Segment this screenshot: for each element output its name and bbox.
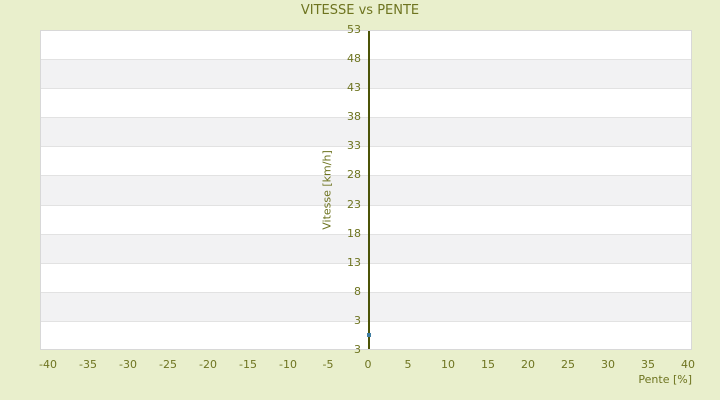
grid-band [41,59,691,90]
gridline [41,88,691,90]
x-tick-label: -40 [39,358,57,371]
x-tick-label: 30 [601,358,615,371]
grid-band [41,204,691,235]
x-tick-label: 0 [364,358,372,371]
gridline [41,59,691,61]
grid-band [41,320,691,349]
x-tick-label: 25 [561,358,575,371]
gridline [41,117,691,119]
grid-band [41,262,691,293]
grid-band [41,88,691,119]
gridline [41,233,691,235]
y-axis-line [368,31,370,349]
y-tick-label: 13 [347,255,361,269]
x-tick-label: -30 [119,358,137,371]
x-tick-label: -25 [159,358,177,371]
data-point-marker [367,332,371,337]
grid-band [41,175,691,206]
gridline [41,291,691,293]
y-tick-label: 23 [347,197,361,211]
x-axis-title: Pente [%] [638,373,692,386]
x-tick-label: 10 [441,358,455,371]
grid-band [41,233,691,264]
x-tick-label: 15 [481,358,495,371]
x-tick-label: 40 [681,358,695,371]
gridline [41,175,691,177]
chart-title: VITESSE vs PENTE [300,3,420,18]
y-tick-label: 3 [354,313,361,327]
x-tick-label: -35 [79,358,97,371]
grid-band [41,291,691,322]
y-tick-label: 18 [347,226,361,240]
gridline [41,146,691,148]
y-tick-label: 8 [354,284,361,298]
gridline [41,320,691,322]
y-tick-label: 38 [347,110,361,124]
x-tick-label: -5 [322,358,334,371]
x-tick-label: 20 [521,358,535,371]
y-tick-label: 33 [347,139,361,153]
x-tick-label: -10 [279,358,297,371]
plot-area [40,30,692,350]
gridline [41,204,691,206]
grid-band [41,31,691,61]
y-tick-label: 48 [347,52,361,66]
grid-band [41,146,691,177]
x-tick-label: 5 [404,358,412,371]
x-tick-label: -20 [199,358,217,371]
y-tick-label: 3 [354,343,361,356]
y-axis-title-text: Vitesse [km/h] [320,150,334,230]
gridline [41,262,691,264]
grid-band [41,117,691,148]
y-tick-label: 43 [347,81,361,95]
y-tick-label: 53 [347,23,361,36]
y-tick-label: 28 [347,168,361,182]
x-tick-label: -15 [239,358,257,371]
x-tick-label: 35 [641,358,655,371]
